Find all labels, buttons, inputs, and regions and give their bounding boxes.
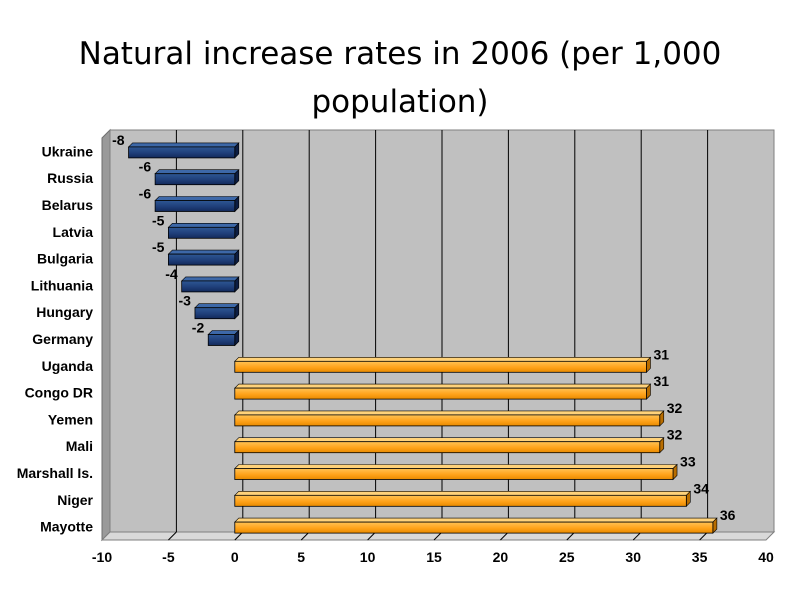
data-label: -6 xyxy=(139,186,152,202)
x-tick-label: 15 xyxy=(426,549,442,565)
bar-top xyxy=(234,356,652,362)
data-label: -5 xyxy=(152,239,165,255)
data-label: 33 xyxy=(680,454,696,470)
bar-top xyxy=(127,142,240,148)
bar xyxy=(234,494,687,507)
bar xyxy=(234,441,661,454)
bar-top xyxy=(234,410,665,416)
category-label: Niger xyxy=(57,492,93,508)
bar-top xyxy=(180,276,240,282)
category-label: Lithuania xyxy=(31,277,93,293)
bar-top xyxy=(207,330,240,335)
bar-top xyxy=(234,464,678,469)
x-tick-label: 0 xyxy=(231,549,239,565)
category-label: Mayotte xyxy=(40,519,93,535)
bar xyxy=(234,387,647,400)
bar xyxy=(234,521,714,534)
bar xyxy=(154,173,236,186)
category-label: Ukraine xyxy=(42,143,94,159)
category-label: Congo DR xyxy=(25,385,93,401)
x-tick-label: 40 xyxy=(758,549,774,565)
data-label: -8 xyxy=(112,132,125,148)
x-tick-label: -5 xyxy=(162,549,175,565)
category-label: Latvia xyxy=(53,224,94,240)
data-label: -4 xyxy=(165,266,178,282)
x-tick-label: 25 xyxy=(559,549,575,565)
data-label: -2 xyxy=(192,320,205,336)
category-label: Belarus xyxy=(42,197,94,213)
bar xyxy=(128,146,236,159)
bar xyxy=(194,307,236,320)
data-label: -6 xyxy=(139,159,152,175)
bar-top xyxy=(167,249,240,255)
bar-top xyxy=(167,223,240,228)
bar-top xyxy=(154,169,240,174)
bar-top xyxy=(234,437,665,443)
chart-title: Natural increase rates in 2006 (per 1,00… xyxy=(78,36,722,120)
bar xyxy=(234,360,647,373)
bar xyxy=(167,226,236,239)
bars xyxy=(127,142,718,534)
bar xyxy=(234,468,674,480)
bar-top xyxy=(234,383,652,389)
x-tick-label: 5 xyxy=(297,549,305,565)
bar xyxy=(181,280,236,293)
labels: -10 -5 0 5 10 15 20 25 30 35 40 Ukraine -8 Russia -6 Be… xyxy=(17,132,774,565)
bar xyxy=(207,334,236,346)
category-label: Hungary xyxy=(36,304,93,320)
data-label: -3 xyxy=(179,293,192,309)
gridline-floor xyxy=(168,531,177,541)
data-label: -5 xyxy=(152,212,165,228)
category-label: Uganda xyxy=(42,358,94,374)
category-label: Germany xyxy=(32,331,93,347)
x-tick-label: 30 xyxy=(625,549,641,565)
data-label: 32 xyxy=(667,400,683,416)
x-tick-label: 35 xyxy=(692,549,708,565)
bar xyxy=(154,200,236,212)
x-tick-label: 20 xyxy=(493,549,509,565)
x-tick-label: -10 xyxy=(92,549,112,565)
data-label: 31 xyxy=(653,346,669,362)
bar-top xyxy=(194,303,240,309)
bar xyxy=(167,253,236,266)
category-label: Marshall Is. xyxy=(17,465,93,481)
data-label: 32 xyxy=(667,427,683,443)
bar-top xyxy=(234,490,692,496)
data-label: 36 xyxy=(720,507,736,523)
bar-top xyxy=(154,196,240,201)
category-label: Yemen xyxy=(48,411,93,427)
data-label: 31 xyxy=(653,373,669,389)
x-tick-label: 10 xyxy=(360,549,376,565)
category-label: Bulgaria xyxy=(37,251,93,267)
bar xyxy=(234,414,661,427)
data-label: 34 xyxy=(693,480,709,496)
side-wall xyxy=(101,128,111,542)
bar-top xyxy=(234,517,718,523)
category-label: Mali xyxy=(66,438,93,454)
category-label: Russia xyxy=(47,170,93,186)
